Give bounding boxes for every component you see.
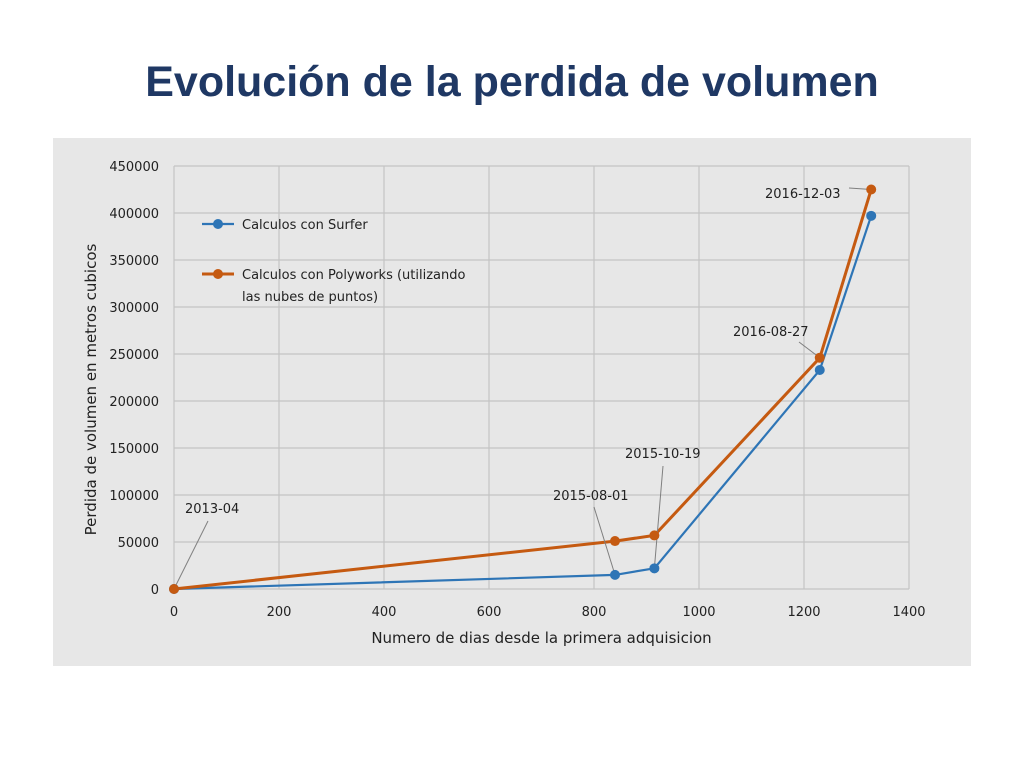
x-tick-label: 1200 bbox=[787, 605, 820, 620]
x-tick-label: 400 bbox=[372, 605, 397, 620]
x-tick-label: 200 bbox=[267, 605, 292, 620]
chart-legend: Calculos con Surfer Calculos con Polywork… bbox=[202, 218, 466, 305]
chart-points bbox=[169, 184, 877, 594]
y-tick-label: 100000 bbox=[109, 489, 159, 504]
data-point-series-2 bbox=[814, 352, 825, 363]
x-axis-title: Numero de dias desde la primera adquisic… bbox=[371, 629, 711, 647]
legend-label: Calculos con Polyworks (utilizando bbox=[242, 268, 466, 283]
y-tick-label: 250000 bbox=[109, 348, 159, 363]
x-tick-label: 0 bbox=[170, 605, 178, 620]
annotation-label: 2013-04 bbox=[185, 502, 239, 517]
chart-panel: 0 50000 100000 150000 200000 250000 300000 3500… bbox=[53, 138, 971, 666]
annotations: 2013-04 2015-08-01 2015-10-19 2016-08-27 201… bbox=[185, 187, 841, 517]
slide-title: Evolución de la perdida de volumen bbox=[145, 58, 879, 106]
annotation-label: 2016-08-27 bbox=[733, 325, 809, 340]
data-point-series-1 bbox=[649, 563, 660, 574]
annotation-label: 2016-12-03 bbox=[765, 187, 841, 202]
y-tick-label: 300000 bbox=[109, 301, 159, 316]
annotation-leader bbox=[173, 520, 209, 590]
y-axis-title: Perdida de volumen en metros cubicos bbox=[82, 243, 100, 535]
annotation-label: 2015-10-19 bbox=[625, 447, 701, 462]
y-tick-label: 150000 bbox=[109, 442, 159, 457]
data-point-series-1 bbox=[866, 210, 877, 221]
legend-label: las nubes de puntos) bbox=[242, 290, 378, 305]
y-tick-label: 0 bbox=[151, 583, 159, 598]
legend-label: Calculos con Surfer bbox=[242, 218, 368, 233]
plot-area bbox=[174, 166, 909, 589]
legend-swatch-marker bbox=[213, 219, 223, 229]
data-point-series-2 bbox=[610, 536, 620, 547]
y-tick-label: 200000 bbox=[109, 395, 159, 410]
line-chart: 0 50000 100000 150000 200000 250000 300000 3500… bbox=[82, 160, 926, 647]
data-point-series-2 bbox=[649, 530, 660, 541]
data-point-series-1 bbox=[610, 569, 620, 580]
y-tick-label: 350000 bbox=[109, 254, 159, 269]
x-tick-label: 600 bbox=[477, 605, 502, 620]
x-tick-label: 1000 bbox=[682, 605, 715, 620]
x-tick-label: 1400 bbox=[892, 605, 925, 620]
data-point-series-2 bbox=[866, 184, 877, 195]
annotation-label: 2015-08-01 bbox=[553, 489, 629, 504]
chart-grid bbox=[173, 165, 910, 590]
x-tick-label: 800 bbox=[582, 605, 607, 620]
data-point-series-2 bbox=[169, 584, 179, 594]
annotation-leader bbox=[653, 465, 664, 569]
data-point-series-1 bbox=[814, 364, 825, 375]
annotation-leader bbox=[593, 506, 616, 576]
y-tick-label: 50000 bbox=[118, 536, 159, 551]
y-tick-label: 400000 bbox=[109, 207, 159, 222]
tick-labels: 0 50000 100000 150000 200000 250000 300000 3500… bbox=[109, 160, 925, 620]
annotation-leaders bbox=[173, 187, 872, 590]
legend-swatch-marker bbox=[213, 269, 223, 279]
y-tick-label: 450000 bbox=[109, 160, 159, 175]
